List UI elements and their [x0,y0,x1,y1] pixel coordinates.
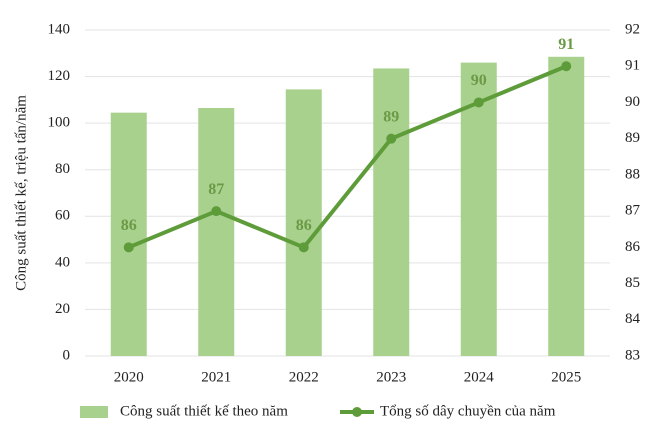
y-tick-label: 100 [48,115,71,131]
marker [386,133,397,144]
y2-tick-label: 89 [625,130,640,146]
y2-tick-label: 91 [625,58,640,74]
marker [123,242,134,253]
y-tick-label: 80 [55,161,70,177]
x-tick-label: 2025 [551,369,581,385]
y2-tick-label: 90 [625,94,640,110]
legend-swatch [80,406,108,418]
marker [561,61,572,72]
value-label: 91 [558,36,574,53]
y2-tick-label: 88 [625,166,640,182]
y2-tick-label: 86 [625,239,641,255]
y-tick-label: 140 [48,21,71,37]
marker [473,97,484,108]
value-label: 86 [296,217,312,234]
value-label: 87 [208,181,224,198]
x-tick-label: 2021 [201,369,231,385]
value-label: 89 [383,108,399,125]
value-label: 90 [471,72,487,89]
y2-tick-label: 87 [625,203,641,219]
y2-tick-label: 84 [625,311,641,327]
legend-label: Công suất thiết kế theo năm [120,403,288,419]
x-tick-label: 2024 [464,369,495,385]
x-tick-label: 2023 [376,369,406,385]
bar [198,108,235,356]
bar [548,56,585,357]
legend-swatch [352,407,362,417]
marker [298,242,309,253]
x-tick-label: 2022 [289,369,319,385]
y-axis-title: Công suất thiết kế, triệu tấn/năm [13,95,29,291]
marker [211,206,222,217]
bar [285,89,322,356]
y-tick-label: 0 [63,347,71,363]
y-tick-label: 20 [55,301,70,317]
bar [460,62,497,356]
y-tick-label: 60 [55,208,70,224]
y2-tick-label: 92 [625,21,640,37]
y-tick-label: 40 [55,254,70,270]
bar [373,68,410,357]
line [127,64,568,250]
value-label: 86 [121,217,137,234]
x-tick-label: 2020 [114,369,144,385]
legend-label: Tổng số dây chuyền của năm [380,403,556,419]
y2-tick-label: 83 [625,347,640,363]
bar [110,112,147,357]
y2-tick-label: 85 [625,275,640,291]
y-tick-label: 120 [48,68,71,84]
